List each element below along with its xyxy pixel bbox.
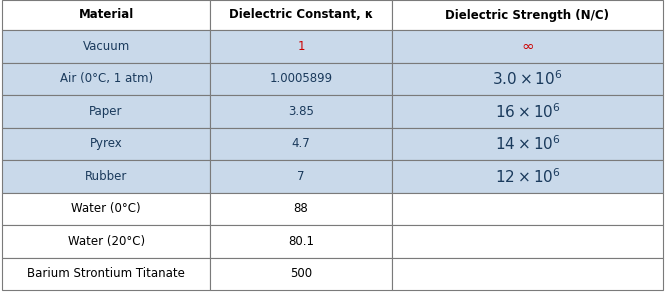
Text: Dielectric Constant, κ: Dielectric Constant, κ [229,8,373,22]
Text: Material: Material [78,8,134,22]
Bar [210,192,392,225]
Bar [2,30,210,62]
Bar [392,128,663,160]
Bar [2,160,210,192]
Bar [210,128,392,160]
Text: 1: 1 [297,40,305,53]
Text: Barium Strontium Titanate: Barium Strontium Titanate [27,267,185,280]
Bar [210,225,392,258]
Text: 88: 88 [294,202,309,215]
Text: 500: 500 [290,267,312,280]
Bar [392,30,663,62]
Bar [392,95,663,128]
Bar [2,0,210,30]
Text: ∞: ∞ [521,39,534,54]
Text: Pyrex: Pyrex [90,137,122,150]
Bar [210,258,392,290]
Bar [210,95,392,128]
Bar [2,192,210,225]
Text: 4.7: 4.7 [292,137,311,150]
Bar [210,30,392,62]
Text: Paper: Paper [90,105,123,118]
Text: $12\times10^{6}$: $12\times10^{6}$ [494,167,560,186]
Bar [2,62,210,95]
Bar [2,128,210,160]
Text: $14\times10^{6}$: $14\times10^{6}$ [494,134,560,153]
Bar [2,95,210,128]
Text: $3.0\times10^{6}$: $3.0\times10^{6}$ [492,69,563,88]
Bar [210,160,392,192]
Bar [392,258,663,290]
Text: Vacuum: Vacuum [82,40,130,53]
Bar [392,225,663,258]
Bar [392,160,663,192]
Bar [392,62,663,95]
Bar [392,192,663,225]
Text: Rubber: Rubber [85,170,128,183]
Text: 7: 7 [297,170,305,183]
Text: Water (0°C): Water (0°C) [71,202,141,215]
Bar [210,62,392,95]
Text: 80.1: 80.1 [288,235,314,248]
Bar [392,0,663,30]
Text: 3.85: 3.85 [288,105,314,118]
Bar [2,258,210,290]
Text: 1.0005899: 1.0005899 [270,72,333,85]
Text: Air (0°C, 1 atm): Air (0°C, 1 atm) [59,72,153,85]
Text: Water (20°C): Water (20°C) [67,235,145,248]
Text: Dielectric Strength (N/C): Dielectric Strength (N/C) [446,8,609,22]
Bar [2,225,210,258]
Text: $16\times10^{6}$: $16\times10^{6}$ [494,102,560,121]
Bar [210,0,392,30]
